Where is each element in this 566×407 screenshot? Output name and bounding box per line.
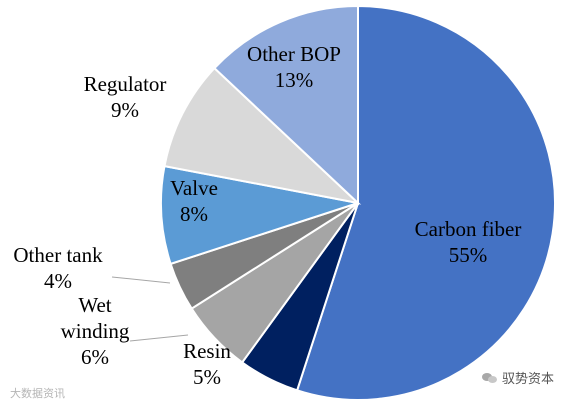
label-carbon-fiber: Carbon fiber 55% bbox=[415, 217, 522, 267]
leader-line-wet-winding bbox=[129, 334, 189, 342]
label-name: Resin bbox=[183, 339, 231, 363]
label-name: Wet bbox=[78, 293, 111, 317]
label-resin: Resin 5% bbox=[183, 339, 231, 389]
label-percent: 6% bbox=[81, 345, 109, 369]
label-valve: Valve 8% bbox=[170, 176, 218, 226]
label-name: Other BOP bbox=[247, 42, 341, 66]
label-other-bop: Other BOP 13% bbox=[247, 42, 341, 92]
slice-valve bbox=[160, 164, 359, 266]
label-percent: 8% bbox=[180, 202, 208, 226]
slice-labels: Carbon fiber 55%Resin 5%Wet winding 6%Other … bbox=[13, 42, 521, 389]
slice-other-bop bbox=[212, 4, 359, 206]
slice-carbon-fiber bbox=[295, 4, 556, 401]
label-name: Carbon fiber bbox=[415, 217, 522, 241]
label-other-tank: Other tank 4% bbox=[13, 243, 103, 293]
label-percent: 55% bbox=[449, 243, 488, 267]
watermark-right-text: 驭势资本 bbox=[501, 372, 554, 387]
label-percent: 4% bbox=[44, 269, 72, 293]
label-wet-winding: Wet winding 6% bbox=[61, 293, 130, 369]
leader-line-other-tank bbox=[111, 276, 171, 284]
label-percent: 9% bbox=[111, 98, 139, 122]
label-name: Regulator bbox=[84, 72, 167, 96]
wechat-icon bbox=[481, 371, 498, 385]
leader-lines bbox=[111, 276, 189, 342]
label-percent: 13% bbox=[275, 68, 314, 92]
label-name: Other tank bbox=[13, 243, 103, 267]
label-regulator: Regulator 9% bbox=[84, 72, 167, 122]
pie-slices bbox=[160, 4, 556, 401]
slice-regulator bbox=[163, 66, 362, 205]
label-name: winding bbox=[61, 319, 130, 343]
label-percent: 5% bbox=[193, 365, 221, 389]
watermark-right: 驭势资本 bbox=[481, 368, 554, 387]
watermark-left: 大数据资讯 bbox=[10, 387, 65, 400]
label-name: Valve bbox=[170, 176, 218, 200]
